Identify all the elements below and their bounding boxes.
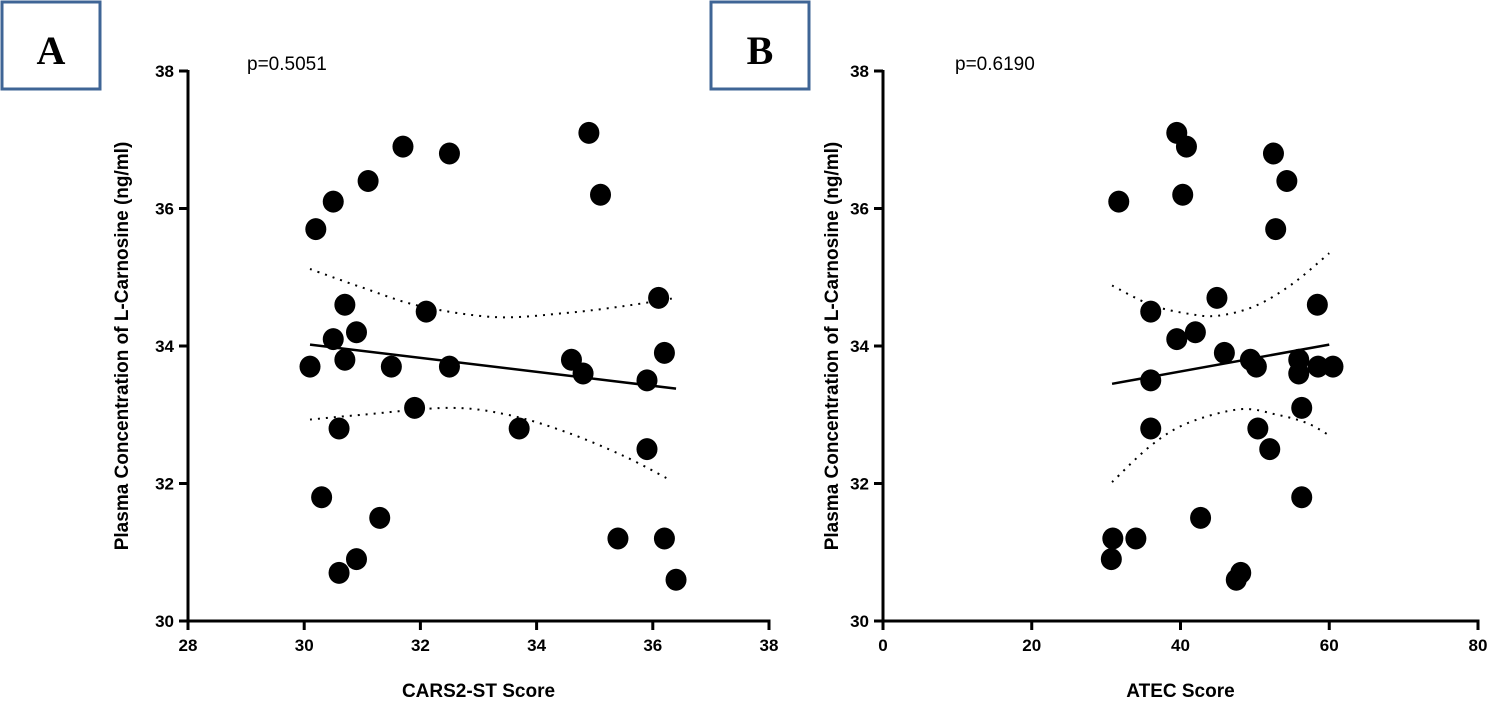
x-tick-label: 32 [411,636,430,655]
data-point [404,396,426,419]
data-point [415,300,437,323]
y-axis-label: Plasma Concentration of L-Carnosine (ng/… [822,142,843,551]
data-point [653,527,675,550]
x-tick-label: 34 [527,636,546,655]
data-point [1100,548,1122,571]
ci-lower-band [309,406,671,481]
y-tick-label: 34 [850,337,869,356]
data-point [1172,183,1194,206]
data-point [578,121,600,144]
data-point [1262,142,1284,165]
x-tick-label: 30 [295,636,314,655]
data-point [328,561,350,584]
data-point [357,170,379,192]
x-tick-label: 0 [878,636,887,655]
data-point [590,183,612,206]
x-tick-label: 40 [1171,636,1190,655]
ci-upper-band [309,268,677,319]
x-tick-label: 28 [179,636,198,655]
y-tick-label: 32 [850,475,869,494]
panel-label: A [37,28,66,73]
y-tick-label: 38 [155,62,174,81]
x-tick-label: 38 [760,636,779,655]
data-point [648,286,670,309]
regression-line [309,343,677,390]
y-tick-label: 38 [850,62,869,81]
data-point [1108,190,1130,213]
panel-label: B [747,28,774,73]
data-point [1206,286,1228,309]
data-point [636,438,658,461]
data-point [392,135,414,158]
data-point [1102,527,1124,550]
data-point [299,355,321,378]
x-tick-label: 80 [1469,636,1488,655]
data-point [305,218,327,241]
data-point [1306,293,1328,316]
data-point [1307,355,1329,378]
data-point [380,355,402,378]
x-axis-label: CARS2-ST Score [402,681,555,702]
y-axis-label: Plasma Concentration of L-Carnosine (ng/… [112,142,133,551]
data-point [345,548,367,571]
data-point [311,486,333,509]
data-point [572,362,594,385]
data-point [438,142,460,165]
y-tick-label: 32 [155,475,174,494]
data-point [1190,506,1212,529]
data-point [369,506,391,529]
y-tick-label: 30 [850,612,869,631]
data-point [345,321,367,344]
x-tick-label: 36 [643,636,662,655]
data-point [1322,355,1344,378]
x-tick-label: 20 [1022,636,1041,655]
data-point [1276,170,1298,192]
p-value-annotation: p=0.5051 [247,54,327,75]
x-tick-label: 60 [1320,636,1339,655]
y-tick-label: 34 [155,337,174,356]
data-point [322,190,344,213]
data-point [322,328,344,351]
data-point [508,417,530,440]
data-point [653,341,675,364]
data-point [1140,417,1162,440]
data-point [438,355,460,378]
data-point [1259,438,1281,461]
y-tick-label: 30 [155,612,174,631]
data-point [1125,527,1147,550]
data-point [1247,417,1269,440]
data-point [334,293,356,316]
data-point [1291,396,1313,419]
data-point [1265,218,1287,241]
data-point [1245,355,1267,378]
data-point [1140,369,1162,392]
data-point [636,369,658,392]
data-point [1184,321,1206,344]
x-axis-label: ATEC Score [1126,681,1234,702]
panel-label-box [0,0,102,91]
panel-label-box [709,0,811,91]
data-point [1175,135,1197,158]
data-point [1288,362,1310,385]
data-point [1291,486,1313,509]
data-point [1140,300,1162,323]
data-point [334,348,356,371]
data-point [1213,341,1235,364]
data-point [607,527,629,550]
data-point [1225,568,1247,591]
p-value-annotation: p=0.6190 [955,54,1035,75]
y-tick-label: 36 [155,200,174,219]
ci-upper-band [1111,252,1330,318]
data-point [328,417,350,440]
data-point [1166,328,1188,351]
y-tick-label: 36 [850,200,869,219]
data-point [665,568,687,591]
